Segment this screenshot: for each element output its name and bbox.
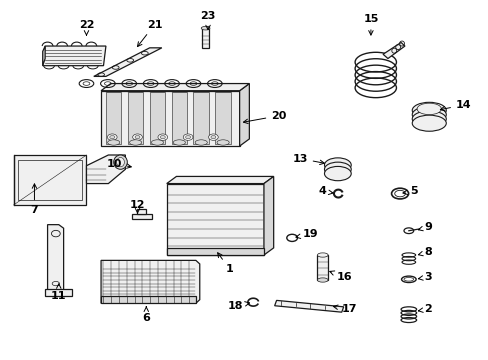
Ellipse shape — [110, 135, 115, 139]
Text: 5: 5 — [402, 186, 417, 197]
Ellipse shape — [151, 140, 163, 145]
Polygon shape — [42, 46, 45, 66]
Polygon shape — [193, 93, 208, 144]
Ellipse shape — [183, 134, 193, 140]
Ellipse shape — [324, 166, 350, 181]
Ellipse shape — [411, 115, 446, 131]
Ellipse shape — [132, 134, 142, 140]
Text: 2: 2 — [418, 304, 431, 314]
Ellipse shape — [135, 135, 140, 139]
Polygon shape — [317, 255, 327, 280]
Text: 23: 23 — [200, 11, 215, 30]
Ellipse shape — [324, 158, 350, 172]
Ellipse shape — [411, 102, 446, 118]
Ellipse shape — [195, 140, 207, 145]
Polygon shape — [45, 289, 72, 296]
Text: 4: 4 — [318, 186, 332, 197]
Text: 22: 22 — [79, 19, 94, 35]
Ellipse shape — [210, 135, 215, 139]
Polygon shape — [131, 214, 152, 219]
Ellipse shape — [208, 134, 218, 140]
Polygon shape — [94, 48, 162, 76]
Text: 13: 13 — [292, 154, 324, 165]
Polygon shape — [14, 155, 86, 205]
Polygon shape — [101, 296, 196, 303]
Text: 12: 12 — [129, 200, 145, 213]
Ellipse shape — [217, 140, 229, 145]
Ellipse shape — [201, 26, 209, 30]
Ellipse shape — [324, 162, 350, 176]
Ellipse shape — [107, 134, 117, 140]
Ellipse shape — [411, 111, 446, 127]
Polygon shape — [101, 91, 239, 146]
Ellipse shape — [317, 253, 327, 257]
Text: 19: 19 — [295, 229, 318, 239]
Ellipse shape — [411, 107, 446, 123]
Polygon shape — [166, 176, 273, 184]
Text: 7: 7 — [31, 184, 38, 215]
Text: 18: 18 — [227, 301, 249, 311]
Polygon shape — [86, 155, 125, 184]
Text: 3: 3 — [418, 272, 431, 282]
Text: 1: 1 — [217, 253, 233, 274]
Ellipse shape — [114, 155, 127, 169]
Text: 20: 20 — [243, 111, 286, 123]
Ellipse shape — [116, 157, 124, 167]
Polygon shape — [382, 42, 404, 59]
Ellipse shape — [173, 140, 185, 145]
Ellipse shape — [129, 140, 142, 145]
Ellipse shape — [317, 278, 327, 282]
Text: 9: 9 — [418, 222, 431, 232]
Text: 17: 17 — [333, 304, 357, 314]
Text: 11: 11 — [51, 284, 66, 301]
Polygon shape — [101, 84, 249, 91]
Polygon shape — [274, 300, 343, 312]
Text: 6: 6 — [142, 307, 150, 323]
Ellipse shape — [158, 134, 167, 140]
Polygon shape — [101, 260, 200, 303]
Ellipse shape — [160, 135, 165, 139]
Polygon shape — [166, 248, 264, 255]
Polygon shape — [127, 93, 143, 144]
Polygon shape — [166, 184, 264, 255]
Ellipse shape — [416, 103, 441, 114]
Polygon shape — [106, 93, 121, 144]
Polygon shape — [239, 84, 249, 146]
Ellipse shape — [107, 140, 120, 145]
Polygon shape — [136, 208, 146, 214]
Ellipse shape — [185, 135, 190, 139]
Polygon shape — [47, 225, 63, 296]
Text: 14: 14 — [440, 100, 470, 111]
Polygon shape — [201, 28, 209, 48]
Text: 21: 21 — [137, 19, 162, 46]
Polygon shape — [171, 93, 187, 144]
Text: 10: 10 — [106, 159, 131, 169]
Polygon shape — [149, 93, 165, 144]
Polygon shape — [42, 46, 106, 66]
Text: 16: 16 — [329, 271, 352, 282]
Text: 8: 8 — [418, 247, 431, 257]
Polygon shape — [215, 93, 230, 144]
Text: 15: 15 — [363, 14, 378, 35]
Polygon shape — [264, 176, 273, 255]
